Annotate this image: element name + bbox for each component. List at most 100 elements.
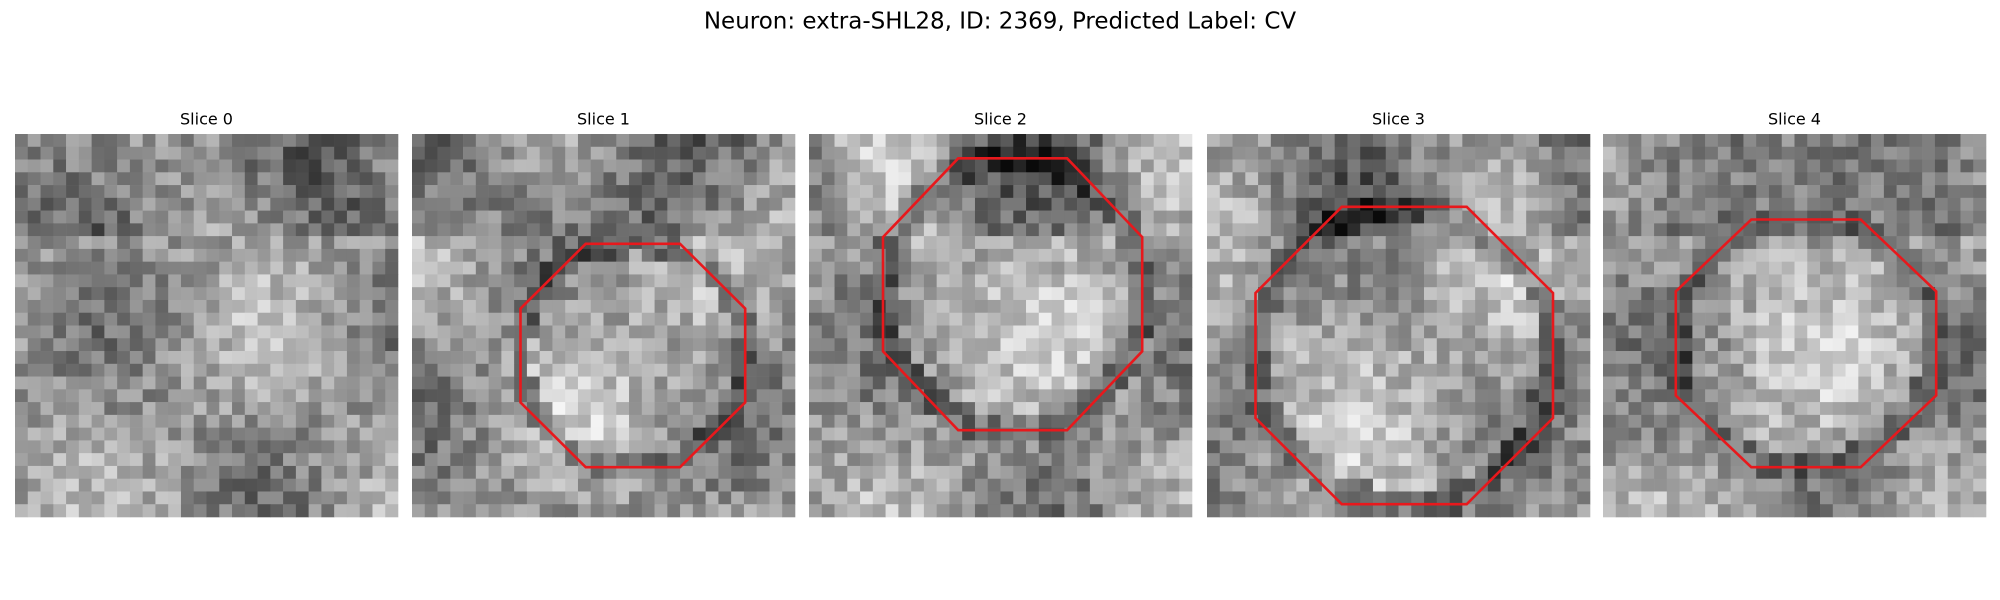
pixel: [809, 440, 823, 454]
pixel: [1026, 376, 1040, 390]
pixel: [1321, 146, 1335, 160]
pixel: [412, 274, 426, 288]
pixel: [629, 338, 643, 352]
pixel: [1219, 440, 1233, 454]
pixel: [860, 491, 874, 505]
pixel: [424, 363, 438, 377]
pixel: [1166, 197, 1180, 211]
pixel: [346, 236, 360, 250]
pixel: [1717, 159, 1731, 173]
pixel: [1577, 248, 1591, 262]
pixel: [437, 363, 451, 377]
pixel: [501, 223, 515, 237]
pixel: [1372, 274, 1387, 288]
pixel: [769, 414, 783, 428]
pixel: [974, 389, 989, 403]
pixel: [1615, 363, 1629, 377]
pixel: [412, 325, 426, 339]
pixel: [193, 274, 207, 288]
pixel: [1411, 172, 1425, 186]
pixel: [1140, 351, 1154, 365]
pixel: [847, 338, 861, 352]
pixel: [1820, 236, 1834, 250]
pixel: [1883, 325, 1897, 339]
pixel: [1794, 223, 1808, 237]
pixel: [1794, 363, 1808, 377]
pixel: [1564, 146, 1578, 160]
pixel: [193, 325, 207, 339]
pixel: [667, 312, 681, 326]
pixel: [1140, 363, 1154, 377]
pixel: [1577, 325, 1591, 339]
pixel: [1219, 146, 1233, 160]
pixel: [782, 274, 796, 288]
pixel: [872, 389, 886, 403]
pixel: [1717, 453, 1731, 467]
pixel: [577, 159, 592, 173]
pixel: [987, 325, 1001, 339]
pixel: [346, 274, 360, 288]
pixel: [463, 325, 477, 339]
pixel: [1756, 414, 1770, 428]
pixel: [654, 134, 668, 148]
pixel: [1845, 223, 1859, 237]
pixel: [27, 389, 41, 403]
pixel: [1347, 325, 1361, 339]
pixel: [270, 236, 284, 250]
pixel: [321, 312, 335, 326]
pixel: [257, 338, 271, 352]
pixel: [1794, 402, 1808, 416]
pixel: [193, 299, 207, 314]
pixel: [1615, 376, 1629, 390]
pixel: [1089, 261, 1103, 275]
pixel: [1424, 491, 1438, 505]
pixel: [1679, 210, 1693, 224]
pixel: [705, 491, 719, 505]
pixel: [40, 287, 54, 301]
pixel: [641, 159, 655, 173]
pixel: [718, 440, 732, 454]
pixel: [219, 402, 233, 416]
pixel: [53, 261, 67, 275]
pixel: [1089, 223, 1103, 237]
pixel: [1064, 274, 1078, 288]
pixel: [821, 134, 835, 148]
pixel: [1692, 274, 1706, 288]
pixel: [1128, 504, 1142, 518]
pixel: [104, 453, 118, 467]
pixel: [129, 185, 143, 199]
pixel: [1743, 440, 1757, 454]
pixel: [1538, 389, 1552, 403]
pixel: [654, 376, 668, 390]
pixel: [1475, 236, 1489, 250]
pixel: [1628, 478, 1642, 492]
pixel: [193, 248, 207, 262]
pixel: [129, 210, 143, 224]
pixel: [885, 261, 899, 275]
pixel: [219, 287, 233, 301]
pixel: [1321, 248, 1335, 262]
pixel: [962, 299, 976, 314]
pixel: [1807, 504, 1821, 518]
pixel: [1947, 478, 1961, 492]
pixel: [1000, 287, 1014, 301]
pixel: [1334, 427, 1348, 441]
pixel: [962, 402, 976, 416]
pixel: [257, 299, 271, 314]
pixel: [244, 389, 258, 403]
pixel: [847, 236, 861, 250]
pixel: [1768, 491, 1783, 505]
pixel: [654, 338, 668, 352]
pixel: [1385, 363, 1399, 377]
pixel: [104, 274, 118, 288]
pixel: [1628, 248, 1642, 262]
pixel: [756, 491, 770, 505]
pixel: [1179, 197, 1193, 211]
pixel: [1372, 248, 1387, 262]
pixel: [1947, 210, 1961, 224]
pixel: [270, 376, 284, 390]
pixel: [756, 287, 770, 301]
pixel: [514, 236, 528, 250]
pixel: [193, 504, 207, 518]
pixel: [1603, 491, 1617, 505]
